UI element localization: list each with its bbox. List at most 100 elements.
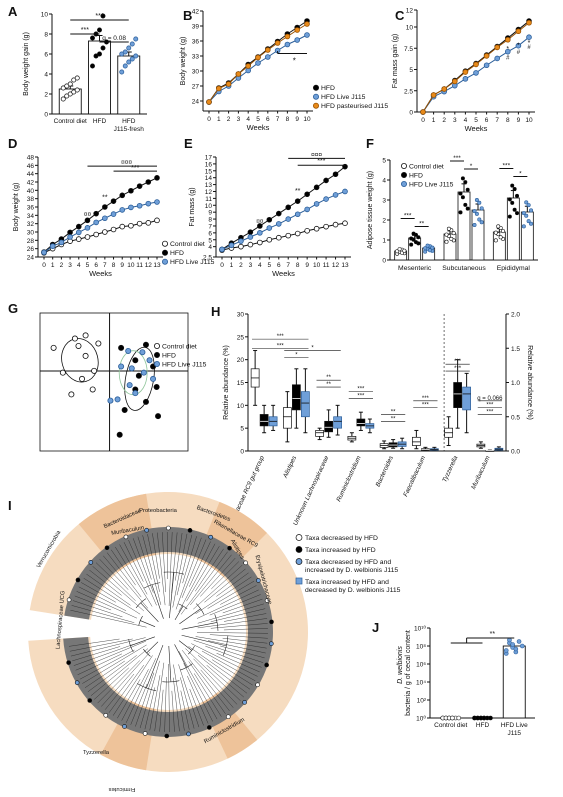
tree-branch (182, 536, 197, 584)
legend-label: HFD Live J115 (170, 259, 215, 266)
x-tick-label: 4 (258, 262, 262, 269)
x-tick-label: 6 (94, 262, 98, 269)
data-point (521, 211, 526, 216)
tree-branch (197, 655, 248, 694)
data-point (472, 223, 477, 228)
data-point (430, 92, 437, 98)
panel-j-y-tick-label: 10⁸ (416, 644, 426, 651)
x-tick-label: 9 (517, 117, 521, 124)
legend-label: HFD Live J115 (162, 362, 207, 369)
data-point (462, 76, 469, 82)
data-point (456, 715, 462, 721)
bar (502, 645, 526, 719)
panel-a-y-tick-label: 6 (44, 52, 48, 59)
panel-a-y-tick-label: 0 (44, 112, 48, 119)
data-point (507, 197, 512, 202)
tree-branch (84, 660, 125, 688)
panel-c-y-tick-label: 12 (406, 8, 414, 15)
data-point (512, 187, 517, 192)
legend-label: Control diet (162, 344, 197, 351)
taxon-label: Tyzzerella (83, 750, 110, 756)
data-point (255, 60, 261, 66)
data-point (154, 217, 160, 224)
data-point (264, 54, 271, 60)
data-point (529, 221, 534, 226)
significance-label: * (470, 163, 473, 170)
x-tick-label: 10 (303, 116, 311, 123)
data-point (126, 59, 132, 65)
x-tick-label: 3 (237, 116, 241, 123)
data-point (266, 225, 273, 231)
x-tick-label: 8 (296, 262, 300, 269)
significance-label: *** (277, 343, 285, 349)
x-axis-label: Weeks (89, 269, 112, 278)
legend-marker (161, 249, 168, 256)
tree-branch (207, 580, 255, 609)
tree-branch (195, 548, 224, 592)
tree-branch (90, 648, 149, 696)
data-point (93, 231, 99, 238)
taxon-node (74, 680, 80, 685)
data-point (126, 45, 132, 51)
tree-branch (190, 554, 232, 606)
data-point (332, 171, 339, 178)
legend-label: Control diet (409, 164, 444, 171)
data-point (238, 243, 244, 250)
data-point (501, 229, 506, 234)
panel-label-b: B (183, 8, 192, 23)
data-point (132, 357, 139, 364)
tree-branch (209, 634, 268, 639)
tree-branch (78, 586, 127, 611)
tree-branch (210, 623, 268, 629)
panel-e-y-tick-label: 16 (205, 161, 213, 168)
tree-branch (216, 652, 260, 673)
data-point (304, 206, 310, 213)
taxon-node (243, 560, 248, 566)
x-tick-label: 4 (246, 116, 250, 123)
tree-branch (140, 602, 159, 622)
data-point (100, 45, 106, 51)
panel-label-d: D (8, 136, 17, 151)
data-point (114, 396, 121, 403)
x-tick-label: 11 (136, 262, 143, 269)
x-tick-label: 10 (127, 262, 135, 269)
data-point (526, 219, 531, 224)
data-point (441, 86, 448, 92)
panel-d-y-tick-label: 24 (27, 255, 35, 262)
legend-marker (312, 84, 319, 91)
data-point (332, 192, 339, 198)
tree-branch (168, 645, 172, 682)
data-point (423, 246, 428, 251)
data-point (132, 390, 139, 397)
x-tick-label: 2 (60, 262, 64, 269)
data-point (74, 87, 80, 93)
tree-branch (200, 669, 234, 708)
tree-branch (94, 667, 130, 700)
tree-branch (146, 641, 159, 654)
data-point (126, 382, 133, 389)
x-tick-label: Control diet (54, 118, 87, 125)
x-tick-label: Tyzzerella (441, 454, 459, 483)
data-point (139, 349, 146, 356)
x-tick-label: Alistipes (282, 454, 299, 480)
significance-label: ** (419, 221, 425, 228)
significance-label: *** (317, 158, 325, 165)
tree-branch (197, 618, 268, 629)
x-tick-label: 11 (323, 262, 330, 269)
tree-branch (222, 598, 263, 614)
tree-branch (174, 605, 184, 621)
x-tick-label: 4 (464, 117, 468, 124)
panel-h-y-tick-label: 0 (240, 449, 244, 456)
data-point (275, 234, 282, 241)
data-point (49, 243, 56, 249)
data-point (128, 222, 134, 229)
tree-branch (181, 539, 207, 598)
tree-branch (216, 572, 249, 597)
data-point (446, 226, 451, 231)
panel-b-y-tick-label: 36 (192, 39, 200, 46)
data-point (494, 44, 501, 51)
panel-e-y-tick-label: 13 (205, 182, 213, 189)
x-tick-label: Faecalibaculum (402, 455, 427, 498)
tree-branch (178, 651, 218, 720)
